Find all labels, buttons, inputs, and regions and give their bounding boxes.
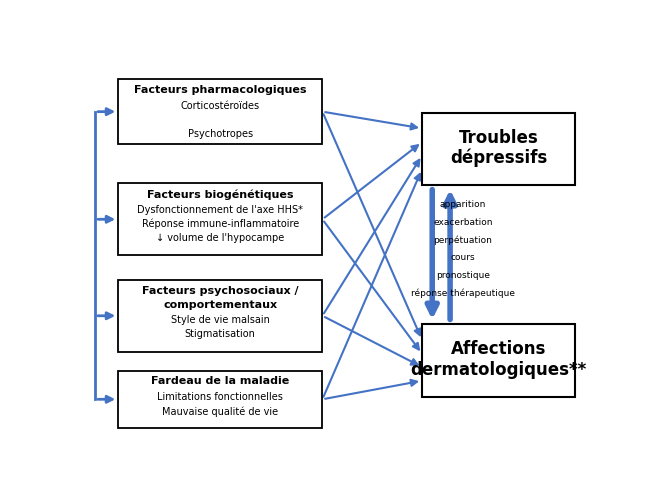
FancyBboxPatch shape: [118, 79, 322, 144]
FancyBboxPatch shape: [118, 371, 322, 428]
FancyBboxPatch shape: [422, 324, 575, 397]
Text: Facteurs psychosociaux /: Facteurs psychosociaux /: [142, 285, 299, 295]
FancyBboxPatch shape: [118, 280, 322, 352]
Text: Corticostéroïdes: Corticostéroïdes: [181, 101, 260, 111]
Text: Facteurs biogénétiques: Facteurs biogénétiques: [147, 189, 293, 200]
Text: apparition: apparition: [440, 200, 486, 209]
Text: Stigmatisation: Stigmatisation: [185, 329, 256, 339]
FancyBboxPatch shape: [422, 113, 575, 185]
FancyBboxPatch shape: [118, 183, 322, 255]
Text: pronostique: pronostique: [436, 271, 490, 280]
Text: Affections: Affections: [451, 340, 546, 358]
Text: Troubles: Troubles: [459, 129, 538, 147]
Text: cours: cours: [451, 254, 475, 262]
Text: Limitations fonctionnelles: Limitations fonctionnelles: [158, 392, 283, 402]
Text: Fardeau de la maladie: Fardeau de la maladie: [151, 376, 289, 387]
Text: Dysfonctionnement de l'axe HHS*: Dysfonctionnement de l'axe HHS*: [137, 205, 303, 214]
Text: dermatologiques**: dermatologiques**: [411, 361, 587, 378]
Text: réponse thérapeutique: réponse thérapeutique: [411, 289, 515, 298]
Text: Mauvaise qualité de vie: Mauvaise qualité de vie: [162, 406, 278, 416]
Text: Style de vie malsain: Style de vie malsain: [171, 315, 270, 325]
Text: perpétuation: perpétuation: [434, 235, 492, 245]
Text: dépressifs: dépressifs: [450, 149, 547, 167]
Text: Réponse immune-inflammatoire: Réponse immune-inflammatoire: [142, 219, 299, 229]
Text: comportementaux: comportementaux: [163, 300, 277, 309]
Text: exacerbation: exacerbation: [433, 218, 493, 227]
Text: ↓ volume de l'hypocampe: ↓ volume de l'hypocampe: [156, 233, 285, 243]
Text: Psychotropes: Psychotropes: [188, 129, 253, 139]
Text: Facteurs pharmacologiques: Facteurs pharmacologiques: [134, 85, 306, 95]
